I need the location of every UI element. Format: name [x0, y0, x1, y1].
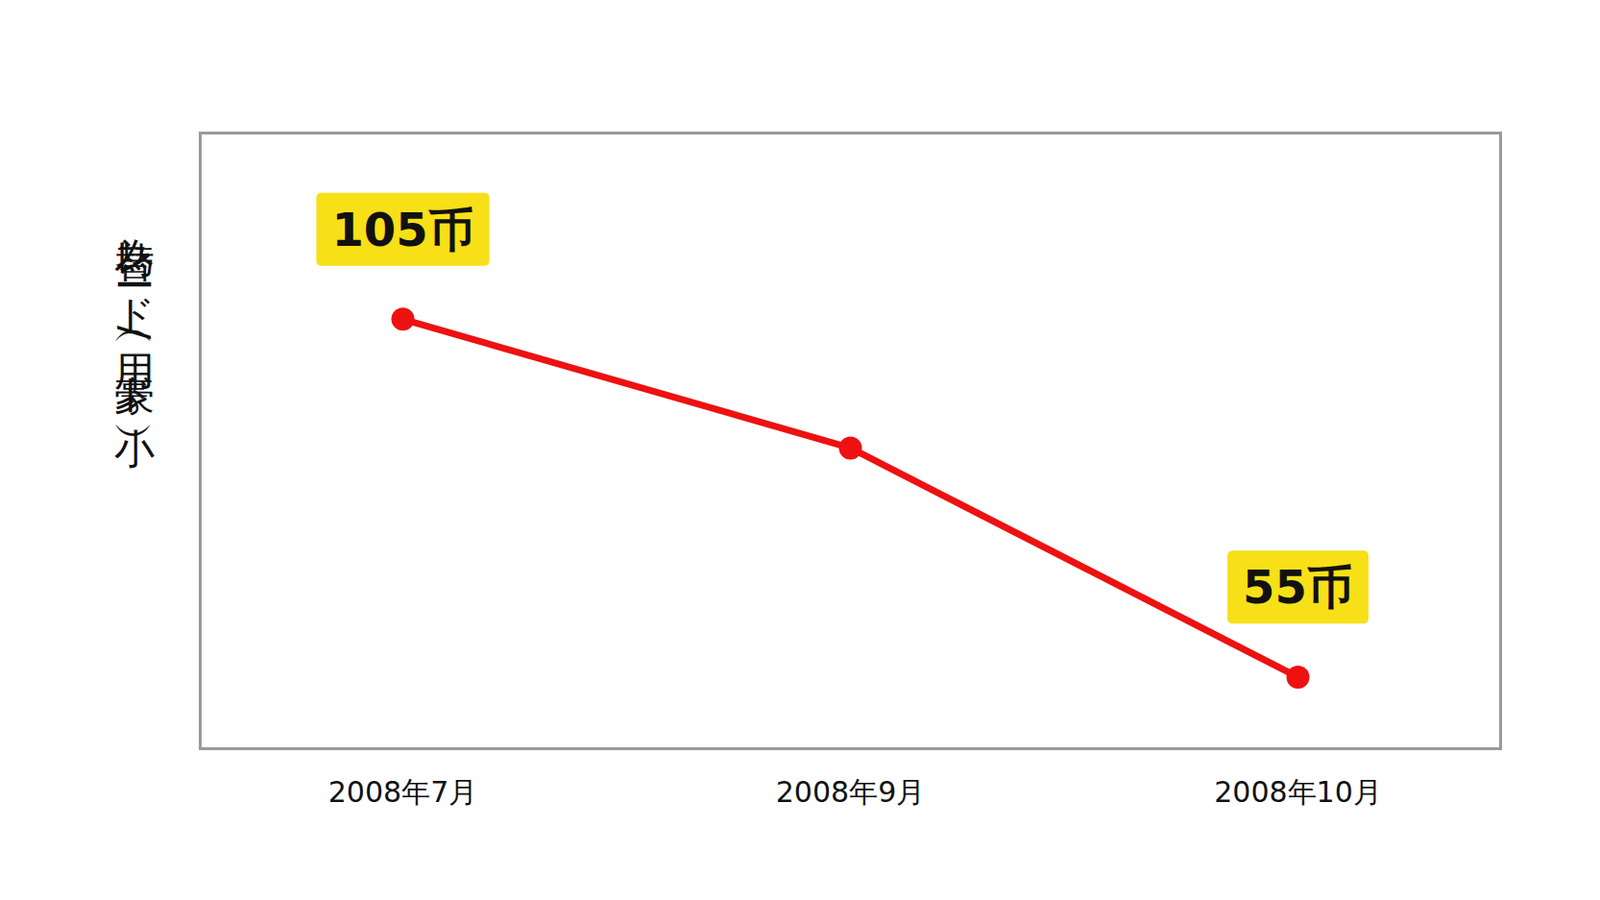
svg-text:2008年10月: 2008年10月: [1213, 775, 1382, 809]
html-text:為替レード（用/豪ド小）: 為替レード（用/豪ド小）: [111, 206, 159, 405]
svg-text:2008年9月: 2008年9月: [775, 775, 925, 809]
svg-text:105币: 105币: [331, 202, 474, 257]
svg-text:55币: 55币: [1242, 559, 1354, 614]
svg-text:2008年7月: 2008年7月: [328, 775, 478, 809]
